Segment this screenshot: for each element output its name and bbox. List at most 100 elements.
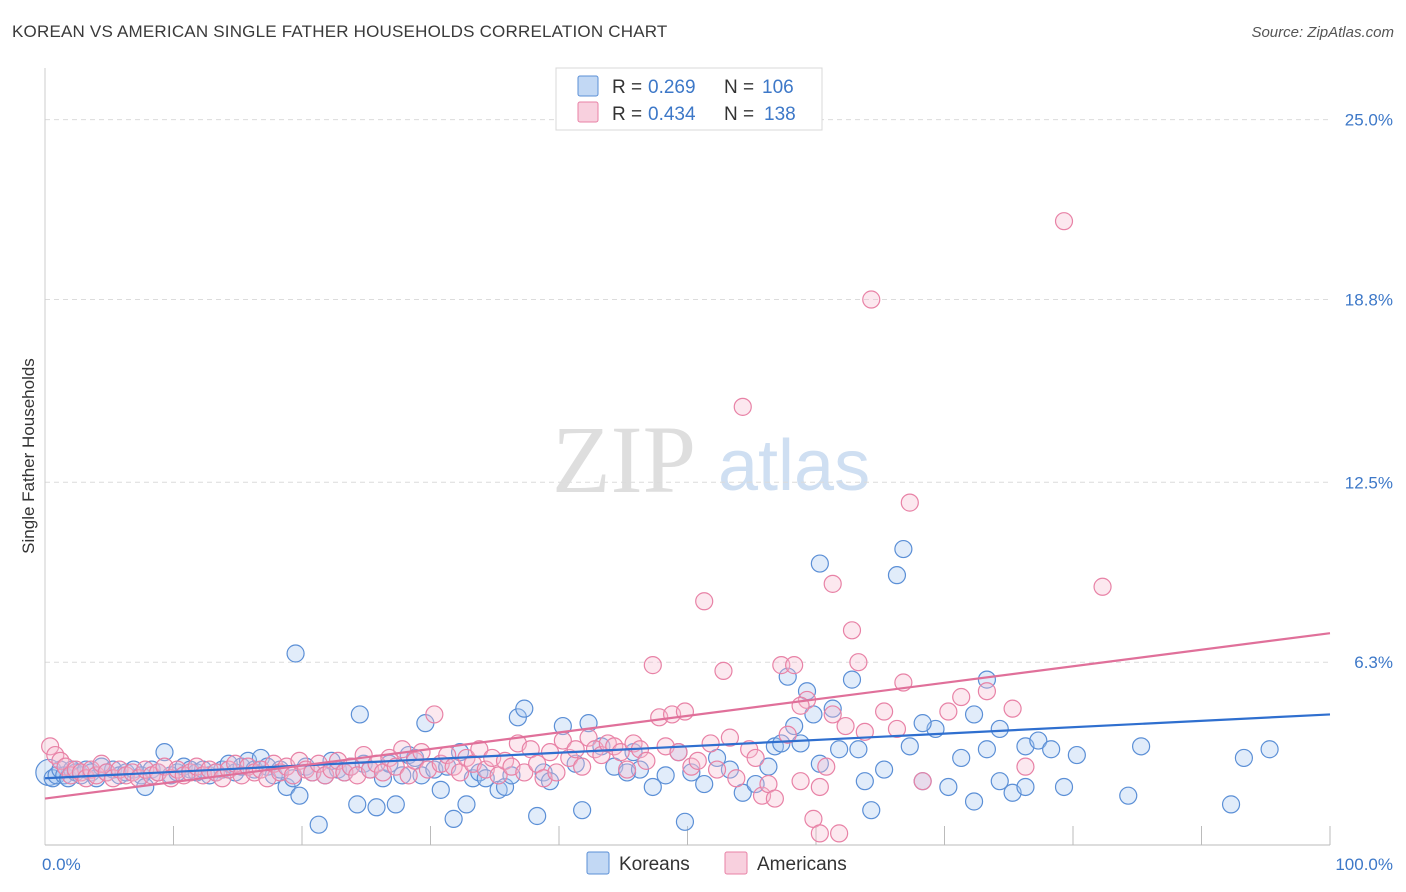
point-americans-112 bbox=[746, 748, 765, 768]
y-tick-label-1: 12.5% bbox=[1345, 473, 1393, 492]
point-americans-104 bbox=[695, 592, 714, 611]
series-americans bbox=[41, 212, 1112, 843]
point-koreans-80 bbox=[528, 806, 547, 826]
chart-source: Source: ZipAtlas.com bbox=[1251, 24, 1394, 41]
point-koreans-105 bbox=[778, 667, 797, 686]
point-koreans-116 bbox=[862, 801, 881, 820]
point-americans-127 bbox=[842, 621, 862, 640]
point-americans-8 bbox=[82, 760, 101, 779]
point-koreans-112 bbox=[830, 740, 849, 759]
trend-lines bbox=[44, 632, 1331, 800]
point-americans-131 bbox=[875, 702, 894, 721]
point-koreans-144 bbox=[810, 554, 829, 573]
point-americans-130 bbox=[862, 290, 881, 309]
point-americans-143 bbox=[810, 777, 829, 797]
watermark: ZIP atlas bbox=[552, 406, 870, 513]
point-americans-122 bbox=[810, 824, 829, 843]
point-koreans-43 bbox=[286, 644, 305, 663]
point-koreans-67 bbox=[431, 780, 450, 799]
point-americans-117 bbox=[778, 725, 797, 744]
point-koreans-111 bbox=[823, 699, 842, 718]
legend-top-box bbox=[555, 67, 823, 131]
point-koreans-76 bbox=[495, 777, 515, 797]
y-tick-label-3: 25.0% bbox=[1345, 111, 1393, 130]
point-koreans-53 bbox=[348, 795, 367, 814]
legend-bottom-label-koreans: Koreans bbox=[619, 854, 690, 875]
point-koreans-143 bbox=[913, 714, 932, 733]
legend-n-value-americans: 138 bbox=[764, 104, 796, 125]
point-koreans-97 bbox=[695, 774, 714, 794]
tick-labels: 6.3% 12.5% 18.8% 25.0% 0.0% 100.0% bbox=[42, 111, 1393, 874]
point-koreans-114 bbox=[849, 740, 868, 759]
point-koreans-57 bbox=[367, 798, 386, 817]
point-americans-105 bbox=[701, 734, 720, 753]
watermark-atlas: atlas bbox=[718, 426, 870, 506]
point-koreans-92 bbox=[643, 777, 662, 797]
point-americans-110 bbox=[733, 397, 752, 416]
point-americans-137 bbox=[952, 687, 971, 707]
point-americans-1 bbox=[46, 745, 65, 765]
point-americans-142 bbox=[1016, 757, 1035, 776]
point-koreans-129 bbox=[1029, 731, 1048, 750]
point-americans-92 bbox=[618, 760, 637, 779]
point-koreans-126 bbox=[990, 772, 1009, 791]
point-americans-0 bbox=[41, 737, 60, 756]
point-koreans-22 bbox=[155, 743, 174, 762]
point-koreans-136 bbox=[990, 719, 1009, 739]
point-koreans-101 bbox=[746, 774, 765, 794]
point-americans-4 bbox=[61, 766, 80, 785]
point-koreans-125 bbox=[977, 740, 997, 759]
point-americans-128 bbox=[849, 653, 868, 672]
chart-title: KOREAN VS AMERICAN SINGLE FATHER HOUSEHO… bbox=[12, 22, 668, 41]
point-koreans-55 bbox=[350, 705, 369, 724]
point-americans-95 bbox=[637, 751, 656, 770]
point-americans-126 bbox=[836, 716, 855, 736]
point-koreans-140 bbox=[1234, 748, 1254, 768]
legend-r-label-koreans: R = bbox=[612, 77, 642, 98]
point-americans-115 bbox=[765, 789, 784, 808]
point-americans-139 bbox=[1003, 699, 1022, 718]
point-koreans-71 bbox=[457, 795, 476, 814]
x-tick-label-0: 0.0% bbox=[42, 855, 81, 874]
point-americans-124 bbox=[823, 705, 842, 724]
point-americans-135 bbox=[913, 772, 932, 791]
legend-n-label-americans: N = bbox=[724, 104, 754, 125]
point-americans-116 bbox=[772, 656, 791, 675]
point-americans-123 bbox=[817, 757, 836, 776]
data-points bbox=[35, 212, 1279, 843]
point-koreans-93 bbox=[656, 766, 675, 785]
point-americans-132 bbox=[887, 719, 907, 739]
point-americans-2 bbox=[51, 751, 70, 770]
watermark-zip: ZIP bbox=[552, 406, 696, 513]
point-koreans-123 bbox=[952, 748, 971, 768]
point-americans-103 bbox=[688, 751, 707, 770]
point-americans-129 bbox=[855, 722, 874, 741]
legend-swatch-koreans bbox=[577, 75, 599, 97]
point-koreans-113 bbox=[842, 670, 862, 689]
y-axis-label: Single Father Households bbox=[19, 358, 38, 554]
x-tick-label-1: 100.0% bbox=[1335, 855, 1393, 874]
point-koreans-44 bbox=[290, 786, 309, 805]
point-americans-76 bbox=[515, 763, 534, 782]
point-americans-138 bbox=[977, 682, 997, 701]
point-koreans-107 bbox=[791, 734, 810, 753]
legend-bottom-swatch-koreans bbox=[586, 851, 610, 875]
point-americans-134 bbox=[900, 493, 919, 512]
point-koreans-133 bbox=[894, 539, 913, 559]
point-koreans-85 bbox=[573, 801, 592, 820]
point-koreans-142 bbox=[1016, 777, 1035, 797]
legend-n-label-koreans: N = bbox=[724, 77, 754, 98]
legend-swatch-americans bbox=[577, 101, 599, 123]
point-americans-85 bbox=[573, 757, 592, 776]
point-koreans-115 bbox=[855, 772, 874, 791]
point-koreans-122 bbox=[939, 777, 958, 797]
point-koreans-47 bbox=[309, 815, 328, 834]
legend-bottom-label-americans: Americans bbox=[757, 854, 847, 875]
point-americans-144 bbox=[823, 574, 842, 593]
point-americans-141 bbox=[1093, 577, 1112, 596]
point-americans-125 bbox=[830, 824, 849, 843]
point-koreans-130 bbox=[1042, 740, 1061, 759]
point-americans-96 bbox=[643, 656, 662, 675]
legend-r-value-americans: 0.434 bbox=[648, 104, 696, 125]
